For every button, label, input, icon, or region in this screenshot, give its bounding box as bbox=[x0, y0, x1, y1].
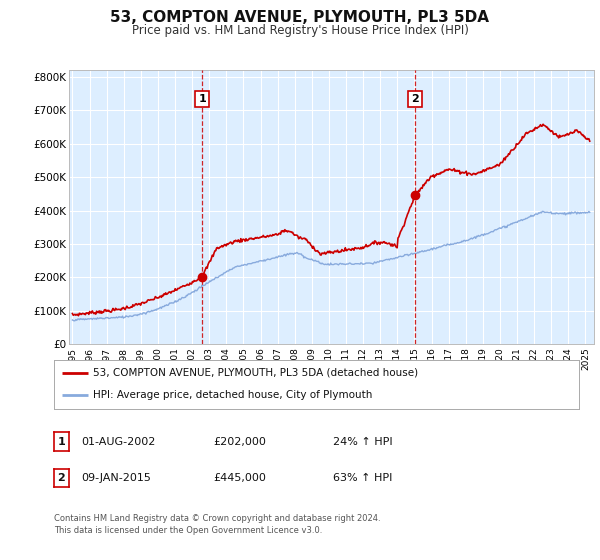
Text: HPI: Average price, detached house, City of Plymouth: HPI: Average price, detached house, City… bbox=[94, 390, 373, 400]
Text: 2: 2 bbox=[411, 94, 419, 104]
Text: 01-AUG-2002: 01-AUG-2002 bbox=[81, 437, 155, 447]
Text: £202,000: £202,000 bbox=[213, 437, 266, 447]
Text: 53, COMPTON AVENUE, PLYMOUTH, PL3 5DA: 53, COMPTON AVENUE, PLYMOUTH, PL3 5DA bbox=[110, 10, 490, 25]
Text: 63% ↑ HPI: 63% ↑ HPI bbox=[333, 473, 392, 483]
Text: 24% ↑ HPI: 24% ↑ HPI bbox=[333, 437, 392, 447]
Text: Price paid vs. HM Land Registry's House Price Index (HPI): Price paid vs. HM Land Registry's House … bbox=[131, 24, 469, 36]
Text: Contains HM Land Registry data © Crown copyright and database right 2024.
This d: Contains HM Land Registry data © Crown c… bbox=[54, 514, 380, 535]
Text: 2: 2 bbox=[58, 473, 65, 483]
Text: 1: 1 bbox=[58, 437, 65, 446]
Text: 09-JAN-2015: 09-JAN-2015 bbox=[81, 473, 151, 483]
Text: 53, COMPTON AVENUE, PLYMOUTH, PL3 5DA (detached house): 53, COMPTON AVENUE, PLYMOUTH, PL3 5DA (d… bbox=[94, 368, 419, 378]
Text: 1: 1 bbox=[198, 94, 206, 104]
Text: £445,000: £445,000 bbox=[213, 473, 266, 483]
